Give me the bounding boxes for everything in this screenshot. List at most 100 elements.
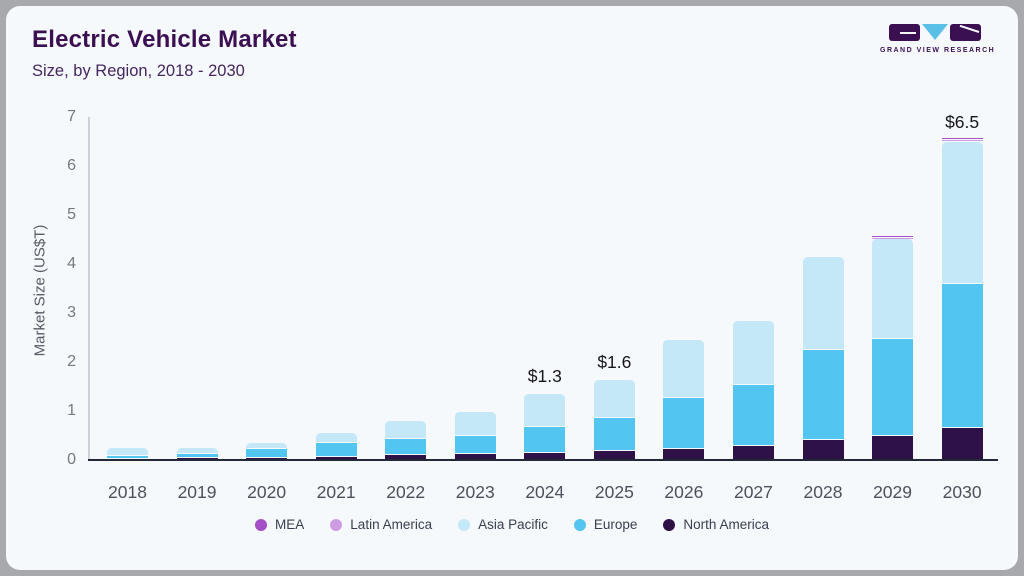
segment-2018-asia-pacific: [107, 448, 148, 455]
segment-2021-asia-pacific: [315, 432, 357, 442]
legend-item-north-america: North America: [663, 517, 769, 532]
segment-2030-europe: [941, 284, 983, 428]
x-label-2022: 2022: [386, 482, 426, 502]
grand-view-research-logo: GRAND VIEW RESEARCH: [880, 22, 996, 54]
legend-label: Europe: [593, 517, 638, 532]
segment-2023-europe: [454, 435, 496, 454]
logo-wordmark: GRAND VIEW RESEARCH: [880, 47, 996, 54]
legend-item-mea: MEA: [255, 517, 304, 532]
bar-2027: [732, 320, 774, 460]
segment-2021-north-america: [315, 456, 357, 460]
segment-2019-europe: [176, 454, 218, 458]
segment-2020-north-america: [246, 457, 288, 460]
bar-2023: [454, 412, 496, 460]
segment-2029-asia-pacific: [872, 239, 914, 338]
legend-item-europe: Europe: [573, 517, 638, 532]
segment-2028-north-america: [802, 440, 844, 460]
bar-2025: [593, 379, 635, 460]
x-label-2018: 2018: [108, 482, 147, 502]
x-label-2030: 2030: [942, 482, 982, 502]
bar-2021: [315, 432, 357, 460]
segment-2020-europe: [246, 449, 288, 457]
value-label-2025: $1.6: [597, 351, 632, 372]
segment-2026-asia-pacific: [663, 340, 705, 397]
segment-2018-europe: [107, 455, 148, 458]
legend-dot-icon: [255, 518, 268, 531]
x-axis-line: [88, 459, 998, 461]
y-axis-line: [88, 117, 90, 460]
segment-2025-asia-pacific: [593, 379, 635, 418]
y-axis-ticks: 0 1 2 3 4 5 6 7: [6, 108, 76, 468]
value-label-2024: $1.3: [527, 366, 562, 387]
x-label-2028: 2028: [803, 482, 843, 502]
bar-2020: [246, 443, 288, 460]
legend-dot-icon: [663, 518, 676, 531]
segment-2024-north-america: [524, 453, 566, 460]
segment-2020-asia-pacific: [246, 443, 288, 449]
segment-2025-north-america: [593, 450, 635, 460]
page-subtitle: Size, by Region, 2018 - 2030: [32, 62, 245, 80]
logo-g-block-icon: [889, 23, 920, 41]
segment-2025-europe: [593, 418, 635, 450]
gvr-logo-marks: [880, 22, 990, 42]
segment-2026-europe: [663, 397, 705, 448]
y-tick-2: 2: [67, 353, 76, 370]
segment-2029-mea: [872, 235, 914, 237]
segment-2030-latin-america: [941, 139, 983, 141]
segment-2022-europe: [385, 438, 427, 455]
segment-2024-asia-pacific: [524, 394, 566, 426]
segment-2022-north-america: [385, 455, 427, 460]
bar-2028: [802, 257, 844, 460]
y-tick-0: 0: [67, 451, 76, 468]
x-label-2025: 2025: [594, 482, 634, 502]
chart-card: Electric Vehicle Market Size, by Region,…: [6, 6, 1018, 570]
segment-2029-latin-america: [872, 237, 914, 239]
x-label-2024: 2024: [525, 482, 565, 502]
segment-2024-europe: [524, 426, 566, 453]
legend-label: North America: [683, 517, 769, 532]
segment-2030-north-america: [941, 428, 983, 460]
legend-label: Asia Pacific: [478, 517, 548, 532]
y-tick-7: 7: [67, 108, 76, 125]
segment-2030-mea: [941, 137, 983, 139]
y-tick-3: 3: [67, 304, 76, 321]
bar-2030: [941, 137, 983, 460]
legend-item-asia-pacific: Asia Pacific: [458, 517, 548, 532]
segment-2029-europe: [872, 338, 914, 436]
segment-2019-asia-pacific: [176, 448, 218, 454]
x-label-2021: 2021: [316, 482, 356, 502]
bar-2024: [524, 394, 566, 460]
segment-2029-north-america: [872, 436, 914, 460]
x-label-2029: 2029: [873, 482, 913, 502]
x-label-2019: 2019: [177, 482, 217, 502]
legend-dot-icon: [458, 518, 471, 531]
y-tick-6: 6: [67, 157, 76, 174]
segment-2028-asia-pacific: [802, 257, 844, 350]
legend-label: Latin America: [350, 517, 433, 532]
legend-dot-icon: [330, 518, 343, 531]
logo-r-block-icon: [950, 23, 981, 41]
bar-2029: [872, 235, 914, 460]
stacked-bar-plot: $1.3 $1.6 $6.5: [88, 112, 998, 461]
page-title: Electric Vehicle Market: [32, 26, 297, 53]
legend-label: MEA: [275, 517, 305, 532]
segment-2022-asia-pacific: [385, 420, 427, 438]
x-label-2020: 2020: [247, 482, 287, 502]
x-label-2027: 2027: [733, 482, 773, 502]
segment-2027-north-america: [732, 445, 774, 460]
chart-legend: MEA Latin America Asia Pacific Europe North …: [6, 517, 1018, 532]
y-tick-4: 4: [67, 255, 76, 272]
segment-2021-europe: [315, 442, 357, 456]
x-label-2026: 2026: [664, 482, 704, 502]
segment-2023-asia-pacific: [454, 412, 496, 435]
legend-item-latin-america: Latin America: [330, 517, 432, 532]
bar-2026: [663, 340, 705, 460]
y-tick-5: 5: [67, 206, 76, 223]
segment-2023-north-america: [454, 454, 496, 460]
y-tick-1: 1: [67, 402, 76, 419]
segment-2028-europe: [802, 350, 844, 440]
x-label-2023: 2023: [455, 482, 495, 502]
value-label-2030: $6.5: [945, 111, 980, 132]
segment-2027-asia-pacific: [732, 320, 774, 384]
logo-v-triangle-icon: [922, 24, 948, 40]
